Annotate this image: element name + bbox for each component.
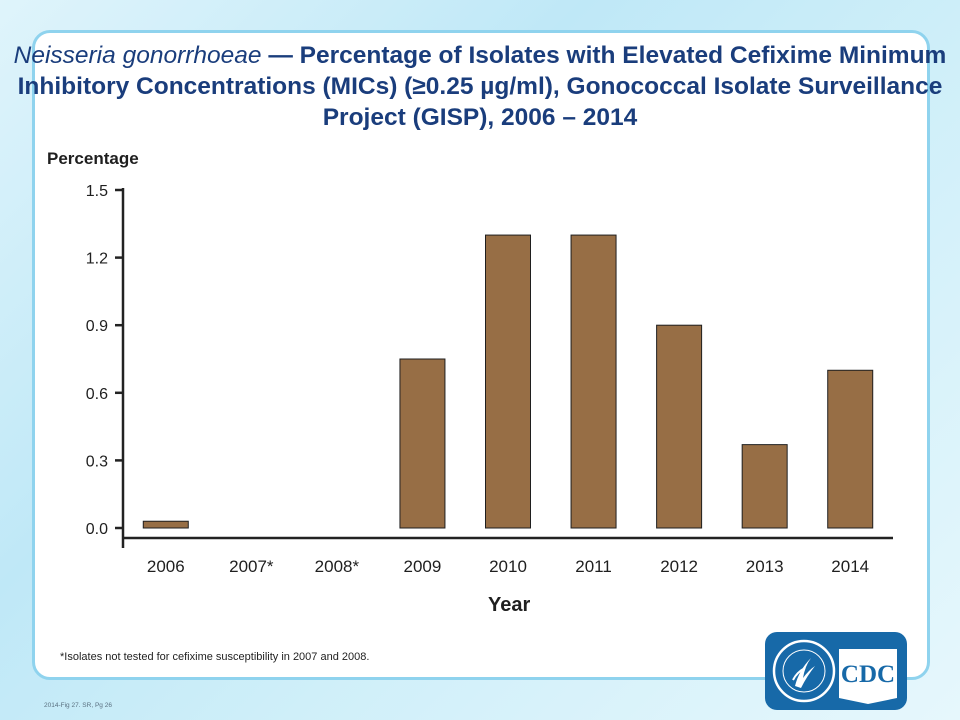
cdc-badge [839,649,897,693]
y-tick-label: 1.5 [86,183,108,200]
x-tick-label: 2010 [489,557,527,576]
content-panel [32,30,930,680]
y-axis-label: Percentage [47,149,139,168]
x-tick-label: 2013 [746,557,784,576]
x-tick-label: 2014 [831,557,869,576]
bar [485,234,531,529]
y-tick-label: 0.3 [86,453,108,470]
x-axis-label: Year [488,594,531,616]
x-tick-label: 2007* [229,557,274,576]
bar [656,324,703,529]
chart-title: Neisseria gonorrhoeae — Percentage of Is… [0,40,960,133]
title-species: Neisseria gonorrhoeae [13,42,262,69]
bar [142,520,189,529]
cdc-logo: CDC [765,632,907,710]
bar [741,444,788,529]
figure-reference: 2014-Fig 27. SR, Pg 26 [44,702,112,709]
y-tick-label: 0.6 [86,386,108,403]
x-tick-label: 2008* [315,557,360,576]
cdc-text: CDC [841,661,895,688]
bar [827,369,874,529]
y-tick-label: 1.2 [86,251,108,268]
y-tick-label: 0.0 [86,521,108,538]
x-tick-label: 2009 [404,557,442,576]
y-tick-label: 0.9 [86,318,108,335]
x-tick-label: 2012 [660,557,698,576]
bar [399,358,446,529]
footnote: *Isolates not tested for cefixime suscep… [60,651,370,663]
title-text: — Percentage of Isolates with Elevated C… [17,42,947,131]
x-tick-label: 2011 [575,557,612,576]
x-tick-label: 2006 [147,557,185,576]
bar [570,234,617,529]
hhs-eagle-icon [772,639,836,703]
